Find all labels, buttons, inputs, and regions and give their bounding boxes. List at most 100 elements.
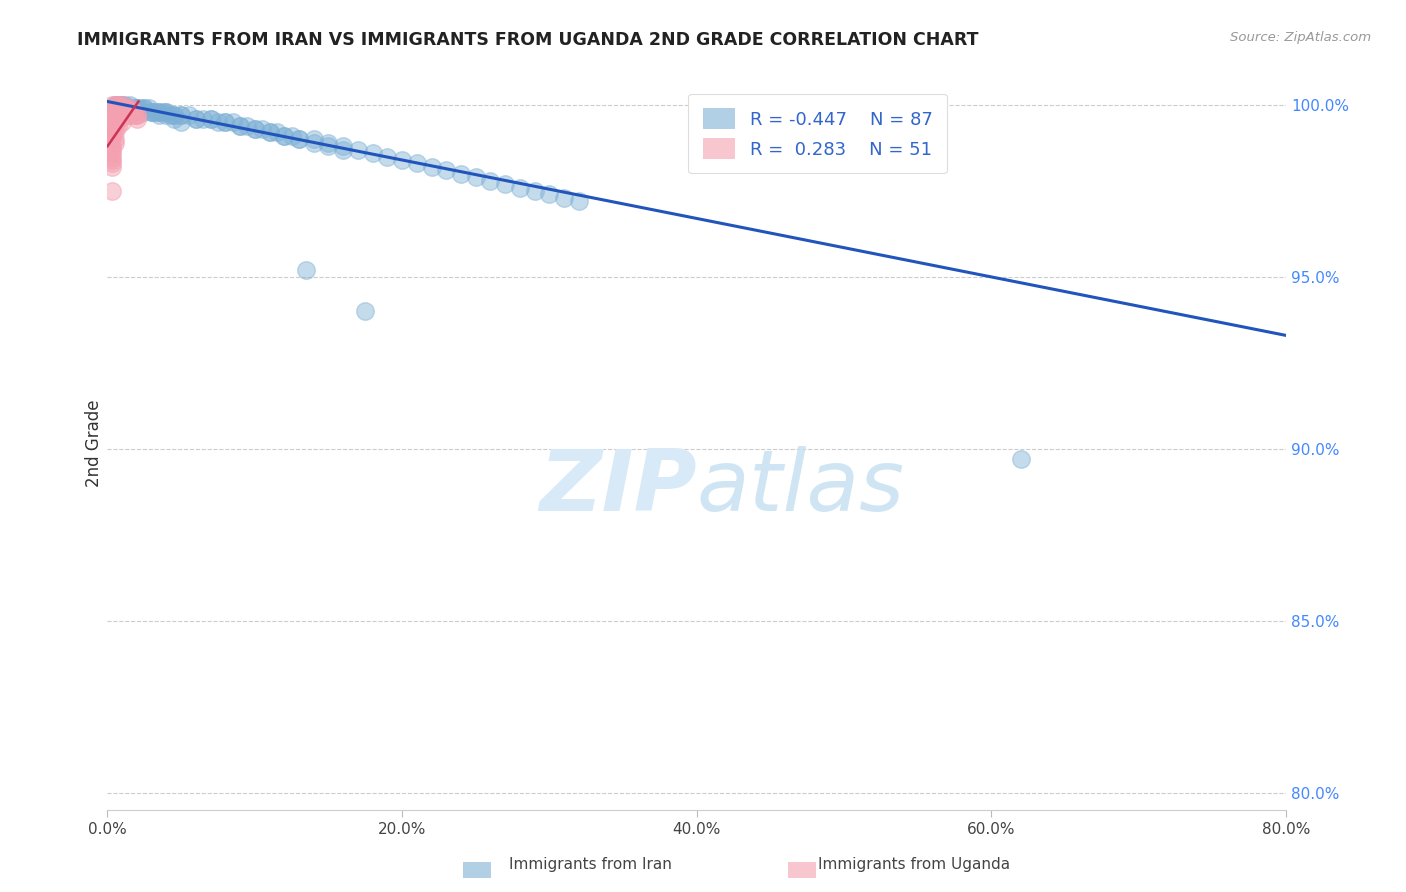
Point: [118, 102, 141, 116]
Point: [118, 104, 141, 119]
Point: [1010, 452, 1032, 467]
Text: Immigrants from Iran: Immigrants from Iran: [509, 857, 672, 871]
Point: [347, 143, 370, 157]
Point: [141, 104, 163, 119]
Point: [273, 128, 295, 143]
Point: [155, 104, 177, 119]
Point: [101, 115, 124, 129]
Point: [104, 98, 127, 112]
Point: [464, 170, 486, 185]
Point: [152, 104, 174, 119]
Point: [108, 98, 131, 112]
Point: [101, 104, 124, 119]
Point: [122, 104, 145, 119]
Point: [523, 184, 546, 198]
Point: [434, 163, 457, 178]
Point: [104, 98, 127, 112]
Point: [108, 98, 131, 112]
Point: [332, 143, 354, 157]
Point: [101, 184, 124, 198]
Point: [125, 108, 148, 122]
Point: [163, 108, 186, 122]
Point: [450, 167, 472, 181]
Point: [104, 108, 127, 122]
Point: [111, 102, 134, 116]
Point: [266, 126, 288, 140]
Point: [509, 180, 531, 194]
Point: [295, 263, 318, 277]
Point: [163, 108, 186, 122]
Point: [259, 126, 281, 140]
Point: [243, 122, 266, 136]
Point: [420, 160, 443, 174]
Point: [177, 108, 200, 122]
Point: [104, 115, 127, 129]
Point: [101, 126, 124, 140]
Point: [114, 102, 136, 116]
Point: [108, 102, 131, 116]
Point: [118, 108, 141, 122]
Point: [405, 156, 427, 170]
Point: [391, 153, 413, 167]
Point: [108, 104, 131, 119]
Point: [114, 98, 136, 112]
Point: [134, 104, 156, 119]
Point: [104, 119, 127, 133]
Text: Source: ZipAtlas.com: Source: ZipAtlas.com: [1230, 31, 1371, 45]
Point: [125, 102, 148, 116]
Point: [121, 104, 143, 119]
Point: [155, 104, 177, 119]
Point: [200, 112, 222, 126]
Point: [107, 112, 129, 126]
Point: [107, 98, 129, 112]
Point: [114, 104, 136, 119]
Point: [229, 119, 252, 133]
Point: [115, 102, 138, 116]
Point: [111, 115, 134, 129]
Point: [160, 108, 183, 122]
Point: [114, 102, 136, 116]
Point: [134, 102, 156, 116]
Point: [125, 102, 148, 116]
Point: [184, 112, 207, 126]
Point: [229, 119, 252, 133]
Point: [141, 104, 163, 119]
Point: [354, 304, 377, 318]
Bar: [789, 863, 817, 878]
Point: [111, 98, 134, 112]
Point: [104, 98, 127, 112]
Point: [193, 112, 215, 126]
Text: atlas: atlas: [697, 446, 904, 529]
Point: [104, 136, 127, 150]
Point: [111, 98, 134, 112]
Point: [148, 104, 170, 119]
Point: [184, 112, 207, 126]
Point: [125, 108, 148, 122]
Bar: [464, 863, 492, 878]
Point: [122, 108, 145, 122]
Point: [134, 102, 156, 116]
Point: [553, 191, 575, 205]
Point: [104, 102, 127, 116]
Point: [250, 122, 273, 136]
Point: [101, 156, 124, 170]
Point: [170, 108, 193, 122]
Point: [101, 143, 124, 157]
Point: [568, 194, 591, 209]
Point: [101, 128, 124, 143]
Point: [145, 104, 167, 119]
Point: [104, 126, 127, 140]
Point: [101, 150, 124, 164]
Point: [117, 108, 139, 122]
Y-axis label: 2nd Grade: 2nd Grade: [86, 400, 103, 488]
Point: [141, 104, 163, 119]
Point: [332, 139, 354, 153]
Point: [118, 104, 141, 119]
Point: [101, 139, 124, 153]
Point: [361, 146, 384, 161]
Point: [138, 102, 160, 116]
Point: [318, 136, 340, 150]
Point: [163, 112, 186, 126]
Point: [494, 177, 516, 191]
Point: [107, 119, 129, 133]
